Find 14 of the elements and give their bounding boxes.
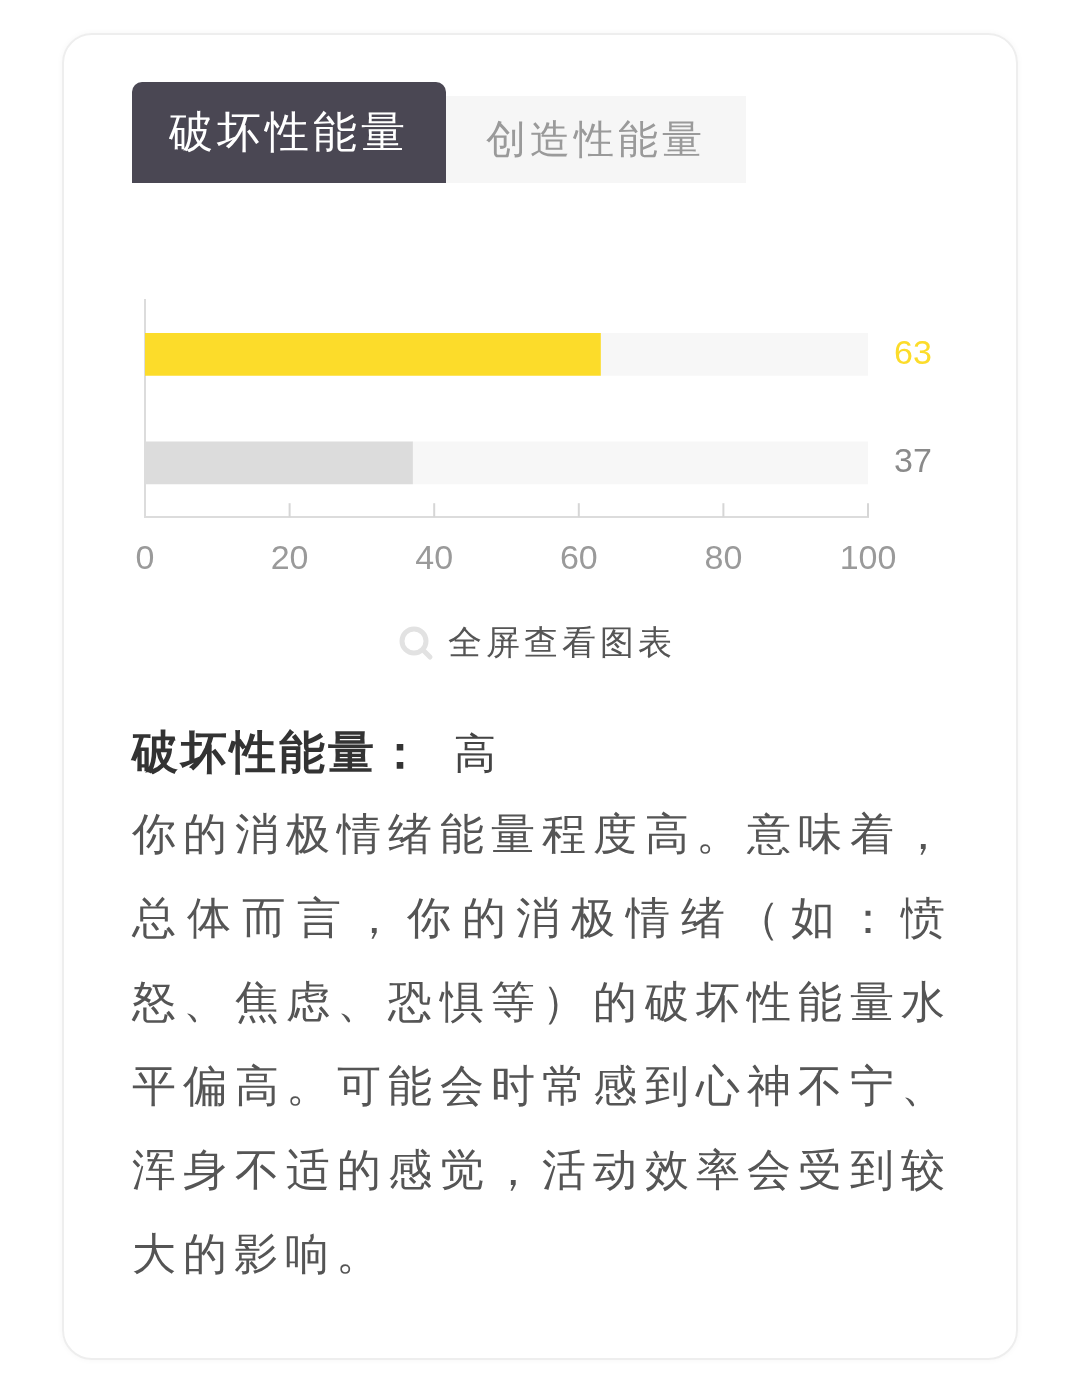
data-label: 63 [894, 332, 932, 371]
tab: 创造性能量 [446, 96, 746, 183]
x-tick-label: 80 [704, 537, 743, 576]
text: 你的消极情绪能量程度高。意味着，总体而言，你的消极情绪（如：愤怒、焦虑、恐惧等）的破坏性能量水平偏高。可能会时常感到心神不宁、浑身不适的感觉，活动效率会受到较大的影响。 [132, 808, 952, 1280]
x-tick-label: 0 [135, 537, 155, 576]
x-tick-label: 60 [559, 537, 598, 576]
data-label: 37 [894, 441, 932, 480]
text: 破坏性能量： [132, 725, 426, 780]
x-tick-label: 20 [270, 537, 309, 576]
fullscreen-link: 全屏查看图表 [398, 620, 676, 666]
x-tick-label: 100 [839, 537, 897, 576]
x-tick-label: 40 [415, 537, 454, 576]
selected-tab: 破坏性能量 [132, 82, 446, 183]
text: 高 [454, 729, 496, 779]
